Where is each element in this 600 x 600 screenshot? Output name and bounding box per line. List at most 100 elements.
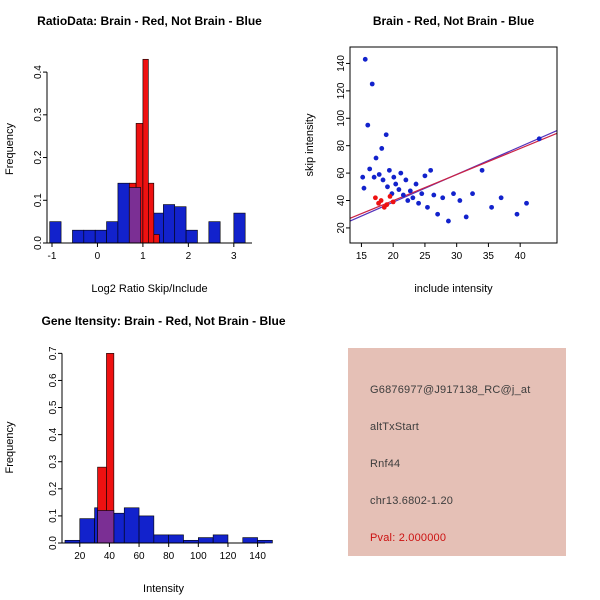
hist-bar-blue (233, 212, 246, 244)
scatter-point-blue (514, 211, 520, 217)
x-tick-label: 100 (190, 551, 207, 562)
y-tick-label: 0.1 (48, 509, 59, 523)
hist-bar-blue (198, 537, 214, 544)
scatter-point-blue (416, 200, 421, 206)
scatter-point-blue (405, 198, 411, 203)
y-tick-label: 20 (336, 222, 347, 234)
y-tick-label: 140 (336, 55, 347, 72)
scatter-point-blue (425, 204, 430, 210)
y-tick-label: 80 (336, 140, 347, 152)
scatter-point-blue (489, 204, 494, 210)
x-tick-label: 80 (163, 551, 175, 562)
hist-bar-blue (83, 229, 96, 244)
scatter-point-blue (391, 174, 397, 180)
chart-title: Gene Itensity: Brain - Red, Not Brain - … (41, 314, 285, 328)
scatter-point-blue (407, 188, 413, 194)
scatter-point-blue (376, 172, 382, 177)
hist-bar-blue (242, 537, 258, 544)
hist-bar-blue (185, 229, 198, 244)
scatter-point-blue (440, 195, 446, 201)
scatter-point-blue (413, 181, 419, 187)
y-tick-label: 0.0 (33, 236, 44, 250)
scatter-point-blue (422, 173, 428, 179)
y-axis-label: Frequency (4, 123, 16, 175)
scatter-point-blue (428, 167, 434, 173)
quadrant-intensity-scatter: Brain - Red, Not Brain - Blue include int… (300, 0, 600, 300)
x-tick-label: 0 (95, 251, 101, 262)
x-tick-label: 35 (483, 251, 495, 262)
hist-bar-blue (208, 221, 221, 244)
hist-bar-blue (174, 206, 187, 244)
scatter-point-red (390, 199, 396, 205)
hist-bar-blue (49, 221, 62, 244)
scatter-point-blue (536, 136, 542, 142)
y-tick-label: 0.4 (33, 65, 44, 79)
hist-bar-blue (138, 515, 155, 544)
hist-bar-purple (97, 510, 115, 544)
scatter-point-blue (403, 177, 409, 183)
scatter-point-blue (524, 200, 529, 206)
hist-bar-blue (163, 204, 176, 244)
x-tick-label: 40 (104, 551, 116, 562)
scatter-point-blue (373, 155, 379, 161)
scatter-point-red (372, 195, 378, 201)
hist-bar-blue (168, 534, 184, 544)
scatter-point-blue (362, 56, 368, 62)
intensity-scatter-chart: Brain - Red, Not Brain - Blue include int… (304, 14, 558, 295)
scatter-point-blue (385, 184, 390, 190)
hist-bar-blue (94, 229, 107, 244)
y-tick-label: 0.4 (48, 427, 59, 441)
scatter-point-blue (386, 167, 392, 173)
scatter-point-blue (457, 198, 463, 203)
scatter-point-blue (463, 214, 469, 220)
chart-title: Brain - Red, Not Brain - Blue (373, 14, 535, 28)
hist-bar-blue (123, 507, 140, 544)
hist-bar-blue (212, 534, 229, 544)
y-tick-label: 40 (336, 195, 347, 207)
scatter-point-blue (361, 185, 367, 191)
scatter-point-blue (410, 195, 416, 201)
info-line-locus: chr13.6802-1.20 (370, 495, 454, 507)
y-axis-label: Frequency (4, 421, 16, 473)
scatter-point-blue (393, 181, 399, 187)
scatter-point-blue (369, 81, 375, 87)
scatter-point-red (387, 193, 393, 199)
scatter-point-blue (451, 191, 456, 197)
hist-bar-purple (128, 187, 141, 244)
y-tick-label: 0.1 (33, 193, 44, 207)
x-tick-label: 20 (388, 251, 400, 262)
x-tick-label: 120 (220, 551, 237, 562)
y-tick-label: 60 (336, 167, 347, 179)
scatter-point-blue (479, 167, 485, 173)
y-axis-label: skip intensity (304, 113, 316, 176)
ratio-histogram-chart: RatioData: Brain - Red, Not Brain - Blue… (4, 14, 262, 295)
scatter-point-blue (498, 195, 504, 201)
scatter-point-red (378, 198, 384, 203)
x-tick-label: 60 (133, 551, 145, 562)
quadrant-ratio-histogram: RatioData: Brain - Red, Not Brain - Blue… (0, 0, 300, 300)
x-tick-label: 3 (231, 251, 237, 262)
x-axis-label: Intensity (143, 583, 184, 595)
y-tick-label: 0.2 (33, 150, 44, 164)
hist-bar-red (142, 58, 149, 244)
scatter-point-blue (398, 170, 404, 176)
y-tick-label: 0.3 (33, 107, 44, 121)
scatter-point-blue (360, 174, 366, 180)
scatter-point-blue (380, 177, 386, 183)
y-tick-label: 0.6 (48, 373, 59, 387)
gene-intensity-histogram-chart: Gene Itensity: Brain - Red, Not Brain - … (4, 314, 286, 595)
info-lines: G6876977@J917138_RC@j_at altTxStart Rnf4… (348, 348, 566, 544)
hist-bar-blue (79, 518, 95, 544)
info-line-pvalue: Pval: 2.000000 (370, 532, 447, 544)
scatter-point-blue (419, 191, 425, 197)
x-tick-label: 15 (356, 251, 368, 262)
y-tick-label: 100 (336, 109, 347, 126)
info-panel: G6876977@J917138_RC@j_at altTxStart Rnf4… (348, 348, 566, 556)
scatter-point-blue (383, 132, 389, 138)
x-tick-label: 40 (515, 251, 527, 262)
scatter-point-blue (470, 191, 475, 197)
y-tick-label: 120 (336, 82, 347, 99)
info-line-event-type: altTxStart (370, 421, 420, 433)
x-tick-label: -1 (48, 251, 57, 262)
